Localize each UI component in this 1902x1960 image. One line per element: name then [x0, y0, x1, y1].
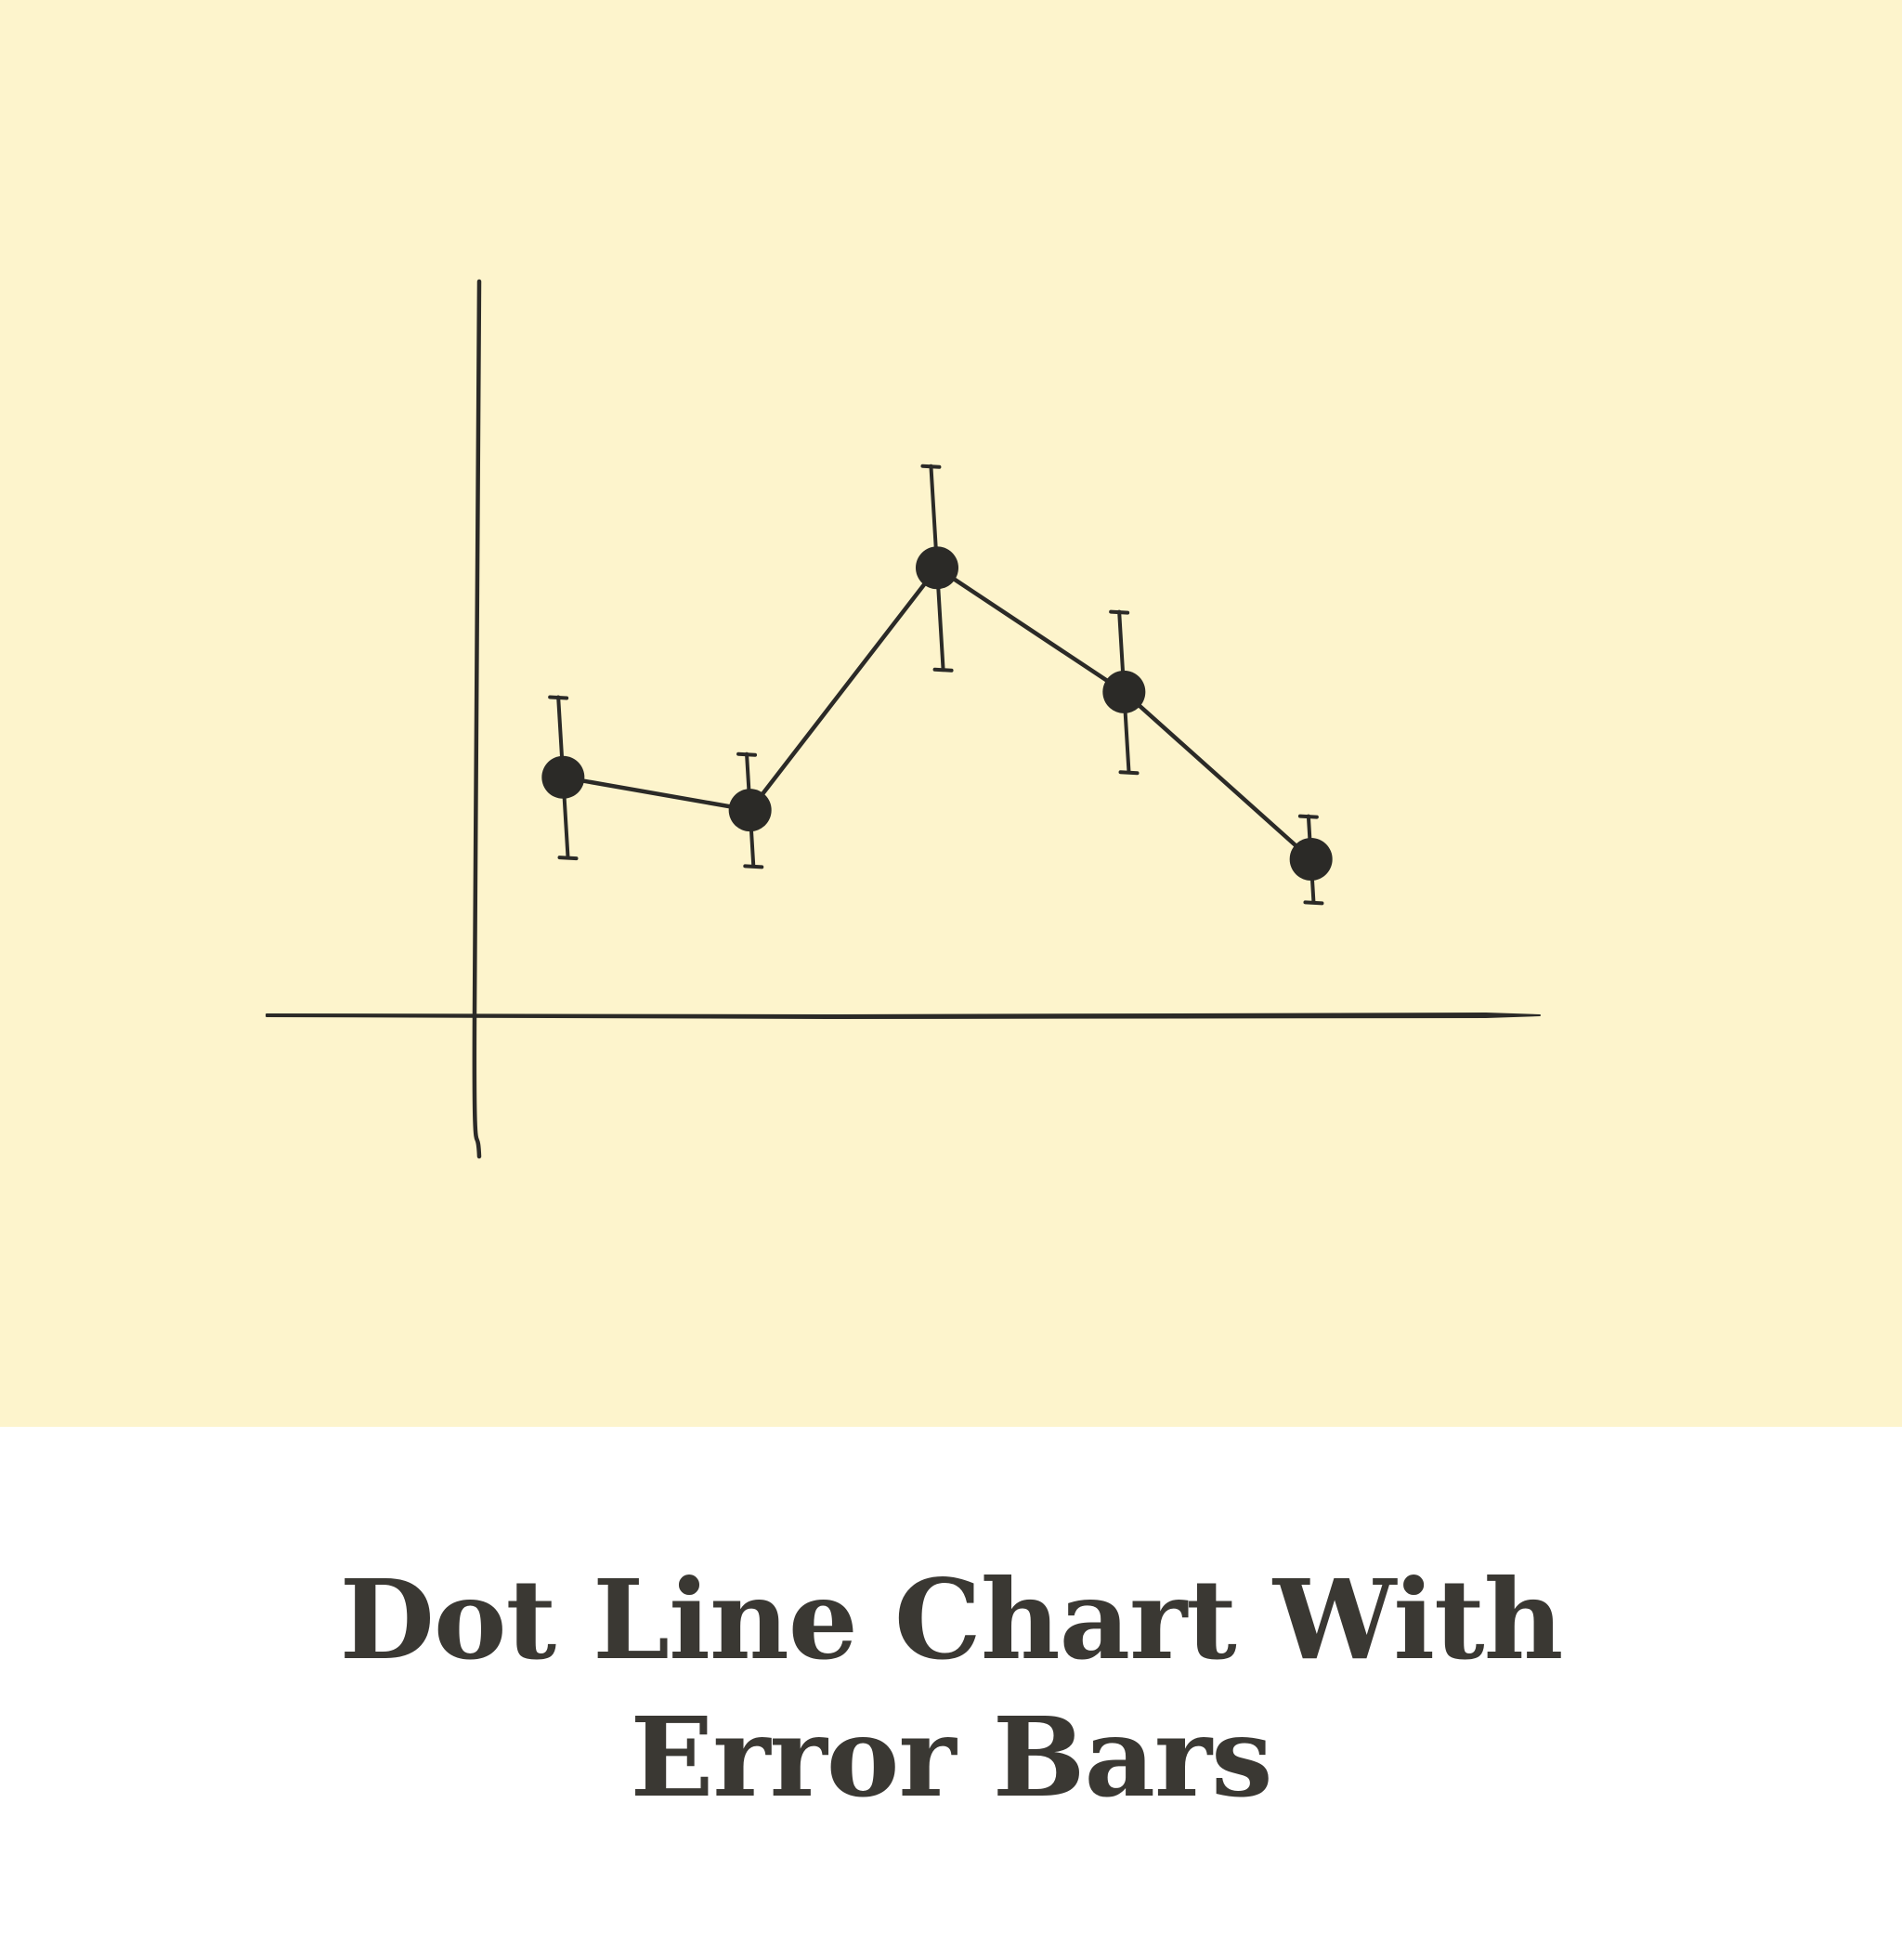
caption-line-2: Error Bars — [630, 1692, 1272, 1822]
error-cap-top — [920, 464, 942, 469]
error-cap-bottom — [932, 667, 954, 673]
error-cap-bottom — [557, 856, 579, 861]
data-point — [916, 546, 958, 590]
series-layer — [541, 464, 1333, 906]
data-point — [541, 755, 585, 799]
error-cap-bottom — [1303, 900, 1324, 906]
caption-line-1: Dot Line Chart With — [339, 1555, 1564, 1684]
chart-caption: Dot Line Chart With Error Bars — [0, 1551, 1902, 1826]
error-cap-bottom — [743, 864, 764, 869]
error-cap-top — [1109, 609, 1130, 615]
data-point — [1102, 670, 1146, 713]
dot-line-chart — [266, 279, 1541, 1159]
y-axis — [472, 279, 482, 1159]
error-cap-top — [548, 695, 569, 700]
data-point — [1289, 837, 1333, 881]
data-point — [728, 789, 772, 832]
error-cap-bottom — [1118, 770, 1140, 776]
chart-panel — [0, 0, 1902, 1427]
error-cap-top — [736, 751, 758, 757]
series-line — [562, 565, 1313, 861]
x-axis — [266, 1013, 1541, 1019]
